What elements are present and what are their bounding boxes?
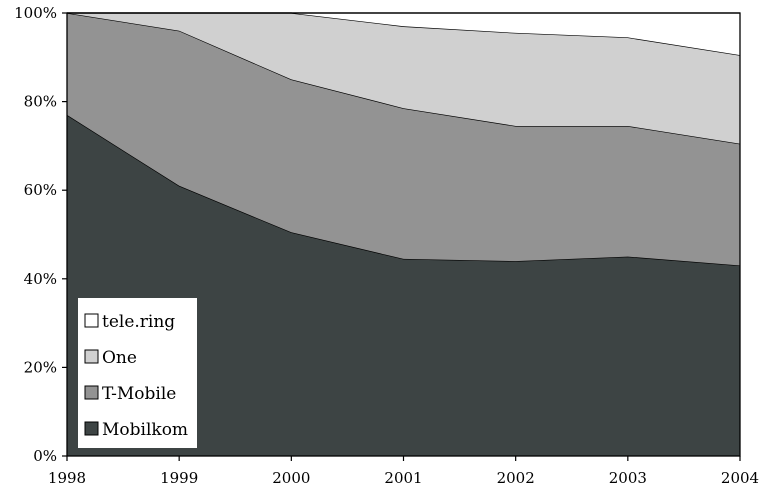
legend-swatch (84, 385, 99, 400)
y-axis-ticks: 0% 20% 40% 60% 80% 100% (14, 4, 67, 465)
area-t-mobile (67, 13, 740, 266)
legend-label: Mobilkom (102, 420, 188, 440)
area-one (67, 13, 740, 144)
y-tick-label: 0% (33, 447, 57, 465)
legend-label: tele.ring (102, 312, 175, 332)
y-tick-label: 40% (24, 270, 57, 288)
x-tick-label: 1999 (160, 469, 198, 487)
x-tick-label: 2003 (609, 469, 647, 487)
y-tick-label: 60% (24, 181, 57, 199)
legend: tele.ring One T-Mobile Mobilkom (78, 298, 197, 448)
legend-swatch (84, 313, 99, 328)
x-tick-label: 2001 (384, 469, 422, 487)
y-tick-label: 20% (24, 358, 57, 376)
legend-label: One (102, 348, 137, 368)
x-axis-ticks: 1998 1999 2000 2001 2002 2003 2004 (48, 456, 759, 487)
y-tick-label: 100% (14, 4, 57, 22)
x-tick-label: 2002 (497, 469, 535, 487)
x-tick-label: 2000 (272, 469, 310, 487)
x-tick-label: 1998 (48, 469, 86, 487)
y-tick-label: 80% (24, 93, 57, 111)
legend-swatch (84, 349, 99, 364)
legend-swatch (84, 421, 99, 436)
x-tick-label: 2004 (721, 469, 759, 487)
stacked-areas (66, 12, 741, 457)
legend-label: T-Mobile (102, 384, 176, 404)
area-tele-ring (67, 13, 740, 56)
area-mobilkom (67, 114, 740, 457)
